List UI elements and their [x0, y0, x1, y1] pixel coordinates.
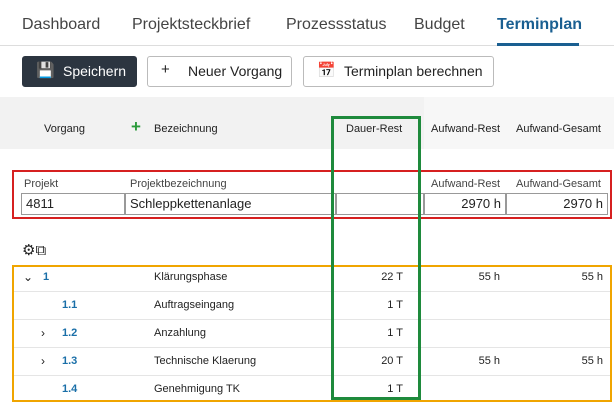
- button-icon: +: [161, 61, 170, 78]
- row-id: 1.1: [62, 299, 78, 311]
- field-label: Projektbezeichnung: [130, 178, 227, 190]
- row-toggle[interactable]: ⌄: [23, 270, 34, 284]
- row-id: 1.3: [62, 355, 78, 367]
- row-divider: [14, 319, 610, 320]
- project-empty: [336, 193, 424, 215]
- row-name: Auftragseingang: [154, 299, 235, 311]
- add-icon[interactable]: +: [131, 117, 141, 136]
- row-dauer: 20 T: [381, 355, 403, 367]
- column-header: Vorgang: [44, 123, 85, 135]
- column-header: Bezeichnung: [154, 123, 218, 135]
- column-header: Aufwand-Rest: [431, 123, 501, 135]
- column-header: Dauer-Rest: [346, 123, 403, 135]
- aufwand-rest[interactable]: 2970 h: [424, 193, 506, 215]
- rows-highlight: [12, 265, 612, 402]
- button[interactable]: Speichern: [22, 56, 137, 87]
- row-name: Genehmigung TK: [154, 383, 241, 395]
- row-dauer: 22 T: [381, 271, 403, 283]
- header-band: [0, 97, 424, 149]
- row-aufwand-gesamt: 55 h: [581, 355, 603, 367]
- tab[interactable]: Terminplan: [497, 16, 583, 33]
- row-toggle[interactable]: ›: [41, 354, 45, 368]
- column-header: Aufwand-Gesamt: [516, 123, 601, 135]
- column-highlight: [331, 116, 421, 400]
- row-aufwand-rest: 55 h: [478, 355, 500, 367]
- row-dauer: 1 T: [387, 383, 403, 395]
- row-id: 1: [43, 271, 50, 283]
- settings-icon[interactable]: ⚙⧉: [22, 242, 47, 259]
- button[interactable]: Terminplan berechnen: [303, 56, 494, 87]
- tab[interactable]: Budget: [414, 16, 465, 33]
- tab[interactable]: Dashboard: [22, 16, 101, 33]
- button-icon: 💾: [36, 62, 55, 79]
- row-divider: [14, 291, 610, 292]
- tab-underline: [497, 43, 579, 46]
- tab[interactable]: Prozessstatus: [286, 16, 387, 33]
- project-number[interactable]: 4811: [21, 193, 125, 215]
- row-name: Klärungsphase: [154, 271, 228, 283]
- tab-divider: [0, 45, 614, 46]
- row-id: 1.4: [62, 383, 78, 395]
- field-label: Projekt: [24, 178, 59, 190]
- field-label: Aufwand-Rest: [431, 178, 501, 190]
- button-icon: 📅: [317, 62, 336, 79]
- aufwand-gesamt[interactable]: 2970 h: [506, 193, 608, 215]
- row-name: Anzahlung: [154, 327, 206, 339]
- field-label: Aufwand-Gesamt: [516, 178, 601, 190]
- row-divider: [14, 375, 610, 376]
- row-aufwand-rest: 55 h: [478, 271, 500, 283]
- tab[interactable]: Projektsteckbrief: [132, 16, 251, 33]
- header-band-right: [424, 97, 614, 149]
- row-name: Technische Klaerung: [154, 355, 257, 367]
- project-name[interactable]: Schleppkettenanlage: [125, 193, 336, 215]
- button[interactable]: Neuer Vorgang: [147, 56, 292, 87]
- project-highlight: [12, 170, 612, 219]
- row-dauer: 1 T: [387, 327, 403, 339]
- row-aufwand-gesamt: 55 h: [581, 271, 603, 283]
- row-id: 1.2: [62, 327, 78, 339]
- row-dauer: 1 T: [387, 299, 403, 311]
- row-divider: [14, 347, 610, 348]
- row-toggle[interactable]: ›: [41, 326, 45, 340]
